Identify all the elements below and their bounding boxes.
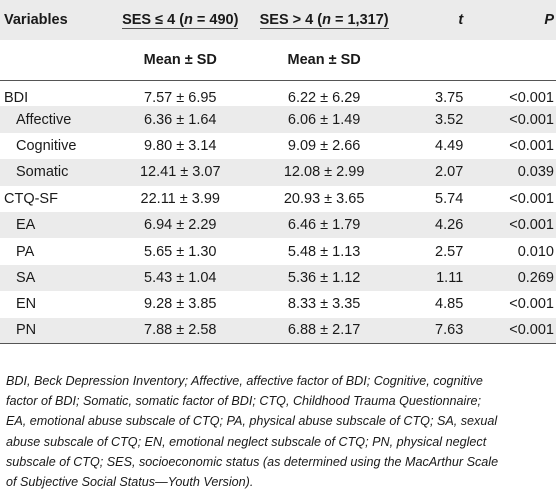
cell-p: 0.010 xyxy=(517,243,554,260)
header-group-low-ses-text: SES ≤ 4 (n = 490) xyxy=(122,12,239,29)
cell-low-ses: 7.57 ± 6.95 xyxy=(144,89,217,106)
cell-p: <0.001 xyxy=(509,190,554,207)
cell-p: <0.001 xyxy=(509,217,554,234)
table-row: BDI 7.57 ± 6.95 6.22 ± 6.29 3.75 <0.001 xyxy=(0,80,556,106)
cell-p: <0.001 xyxy=(509,89,554,106)
cell-t: 4.26 xyxy=(435,217,464,234)
cell-high-ses: 9.09 ± 2.66 xyxy=(287,137,361,154)
footnote-line: of Subjective Social Status—Youth Versio… xyxy=(6,475,254,490)
cell-p: <0.001 xyxy=(473,317,556,345)
cell-variable: Affective xyxy=(16,111,72,128)
cell-high-ses: 6.46 ± 1.79 xyxy=(287,217,361,234)
cell-variable: EA xyxy=(16,217,36,234)
header-group-high-ses-n: n xyxy=(322,12,331,28)
header-t-text: t xyxy=(458,12,464,28)
header-row-1: Variables SES ≤ 4 (n = 490) SES > 4 (n =… xyxy=(0,0,556,40)
table-row: EA 6.94 ± 2.29 6.46 ± 1.79 4.26 <0.001 xyxy=(0,211,556,239)
cell-t: 5.74 xyxy=(435,190,464,207)
cell-variable: EN xyxy=(16,296,37,313)
table-row: PN 7.88 ± 2.58 6.88 ± 2.17 7.63 <0.001 xyxy=(0,317,556,345)
cell-variable: SA xyxy=(16,269,36,286)
header-variables: Variables xyxy=(4,12,68,28)
cell-p: <0.001 xyxy=(509,296,554,313)
header-group-high-ses-post: = 1,317) xyxy=(330,12,389,28)
cell-t: 1.11 xyxy=(436,269,464,286)
subheader-mean-sd-high: Mean ± SD xyxy=(253,40,396,81)
footnote-line: EA, emotional abuse subscale of CTQ; PA,… xyxy=(6,414,498,429)
cell-low-ses: 12.41 ± 3.07 xyxy=(139,164,221,181)
cell-t: 4.85 xyxy=(435,296,464,313)
header-p: P xyxy=(473,0,556,40)
table-row: Cognitive 9.80 ± 3.14 9.09 ± 2.66 4.49 <0.00… xyxy=(0,133,556,159)
cell-t: 2.07 xyxy=(435,164,464,181)
cell-high-ses: 6.06 ± 1.49 xyxy=(287,111,361,128)
header-group-low-ses-n: n xyxy=(184,12,193,28)
cell-low-ses: 6.94 ± 2.29 xyxy=(144,217,217,234)
table-row: PA 5.65 ± 1.30 5.48 ± 1.13 2.57 0.010 xyxy=(0,238,556,264)
table-body: BDI 7.57 ± 6.95 6.22 ± 6.29 3.75 <0.001 Affec… xyxy=(0,80,556,345)
cell-high-ses: 5.48 ± 1.13 xyxy=(287,243,361,260)
table-row: Affective 6.36 ± 1.64 6.06 ± 1.49 3.52 <0.00… xyxy=(0,106,556,133)
cell-low-ses: 7.88 ± 2.58 xyxy=(107,317,254,345)
cell-variable: PN xyxy=(0,317,108,345)
cell-variable: PA xyxy=(16,243,35,260)
header-group-high-ses-pre: SES > 4 ( xyxy=(259,12,323,28)
subheader-blank xyxy=(0,40,108,81)
cell-high-ses: 12.08 ± 2.99 xyxy=(283,164,365,181)
cell-low-ses: 22.11 ± 3.99 xyxy=(140,190,220,207)
cell-low-ses: 9.28 ± 3.85 xyxy=(144,296,217,313)
table-footnote: BDI, Beck Depression Inventory; Affectiv… xyxy=(6,371,550,492)
cell-high-ses: 6.88 ± 2.17 xyxy=(253,317,396,345)
header-row-2: Mean ± SD Mean ± SD xyxy=(0,40,556,81)
cell-variable: CTQ-SF xyxy=(4,190,58,207)
cell-low-ses: 9.80 ± 3.14 xyxy=(144,137,217,154)
subheader-mean-sd-low: Mean ± SD xyxy=(107,40,254,81)
cell-high-ses: 6.22 ± 6.29 xyxy=(287,89,361,106)
cell-high-ses: 20.93 ± 3.65 xyxy=(283,190,365,207)
table-row: Somatic 12.41 ± 3.07 12.08 ± 2.99 2.07 0.039 xyxy=(0,159,556,186)
table-row: SA 5.43 ± 1.04 5.36 ± 1.12 1.11 0.269 xyxy=(0,264,556,292)
cell-variable: Cognitive xyxy=(16,137,77,154)
header-group-low-ses-pre: SES ≤ 4 ( xyxy=(122,12,185,28)
cell-variable: BDI xyxy=(4,89,29,106)
stats-table: Variables SES ≤ 4 (n = 490) SES > 4 (n =… xyxy=(0,0,556,345)
cell-t: 7.63 xyxy=(395,317,474,345)
header-group-high-ses: SES > 4 (n = 1,317) xyxy=(253,0,395,40)
table-row: CTQ-SF 22.11 ± 3.99 20.93 ± 3.65 5.74 <0.001 xyxy=(0,186,556,212)
cell-low-ses: 5.43 ± 1.04 xyxy=(144,269,217,286)
cell-p: <0.001 xyxy=(509,111,554,128)
header-group-high-ses-text: SES > 4 (n = 1,317) xyxy=(259,12,389,29)
cell-p: 0.269 xyxy=(517,269,554,286)
header-p-text: P xyxy=(544,12,554,28)
table-row: EN 9.28 ± 3.85 8.33 ± 3.35 4.85 <0.001 xyxy=(0,291,556,317)
subheader-p-blank xyxy=(473,40,556,81)
cell-t: 3.52 xyxy=(435,111,464,128)
cell-high-ses: 5.36 ± 1.12 xyxy=(287,269,361,286)
subheader-t-blank xyxy=(395,40,474,81)
header-group-low-ses-post: = 490) xyxy=(192,12,239,28)
footnote-line: abuse subscale of CTQ; EN, emotional neg… xyxy=(6,434,487,449)
footnote-line: factor of BDI; Somatic, somatic factor o… xyxy=(6,394,482,409)
header-t: t xyxy=(395,0,473,40)
header-group-low-ses: SES ≤ 4 (n = 490) xyxy=(107,0,253,40)
cell-t: 4.49 xyxy=(435,137,464,154)
cell-low-ses: 6.36 ± 1.64 xyxy=(144,111,217,128)
cell-p: 0.039 xyxy=(517,164,554,181)
cell-high-ses: 8.33 ± 3.35 xyxy=(287,296,361,313)
footnote-line: BDI, Beck Depression Inventory; Affectiv… xyxy=(6,374,483,388)
cell-p: <0.001 xyxy=(509,137,554,154)
footnote-line: subscale of CTQ; SES, socioeconomic stat… xyxy=(6,454,499,469)
cell-low-ses: 5.65 ± 1.30 xyxy=(144,243,217,260)
cell-variable: Somatic xyxy=(16,164,69,181)
cell-t: 3.75 xyxy=(435,89,464,106)
cell-t: 2.57 xyxy=(435,243,464,260)
table-header: Variables SES ≤ 4 (n = 490) SES > 4 (n =… xyxy=(0,0,556,81)
